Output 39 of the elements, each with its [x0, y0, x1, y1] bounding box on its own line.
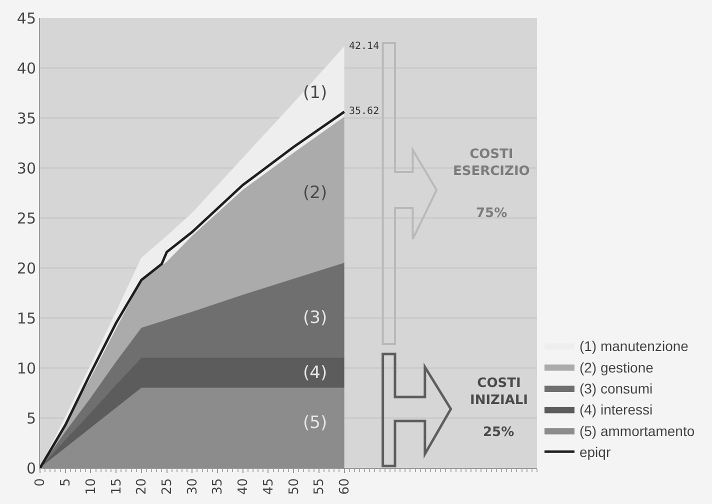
y-tick-label: 15: [16, 309, 36, 328]
x-tick-label: 55: [312, 478, 328, 495]
x-tick-label: 20: [134, 478, 150, 495]
y-tick-label: 40: [16, 59, 36, 78]
annotation: COSTI INIZIALI: [470, 376, 528, 408]
annotation: 35.62: [349, 106, 380, 117]
x-tick-label: 0: [33, 478, 48, 486]
y-tick-label: 10: [16, 359, 36, 378]
y-tick-label: 5: [26, 409, 36, 428]
x-tick-label: 10: [84, 478, 99, 495]
x-tick-label: 45: [261, 478, 276, 495]
annotation: 42.14: [349, 41, 380, 52]
legend-label: (2) gestione: [579, 359, 654, 376]
y-tick-label: 25: [16, 209, 36, 228]
y-tick-label: 35: [16, 109, 36, 128]
annotation: (1): [303, 83, 328, 103]
x-tick-label: 30: [185, 478, 200, 495]
annotation: 75%: [476, 206, 508, 221]
x-tick-label: 5: [58, 478, 74, 486]
annotation: (5): [303, 413, 328, 433]
legend-label: (3) consumi: [579, 380, 653, 396]
x-tick-label: 60: [338, 478, 353, 495]
x-tick-label: 25: [160, 478, 176, 495]
y-tick-label: 45: [16, 9, 36, 28]
legend-label: (1) manutenzione: [579, 338, 689, 354]
x-tick-label: 50: [286, 478, 302, 495]
y-tick-label: 30: [16, 159, 36, 178]
legend-label: epiqr: [579, 444, 611, 460]
annotation: (3): [303, 308, 328, 328]
annotation: COSTI ESERCIZIO: [453, 147, 530, 179]
annotation: (4): [303, 363, 328, 383]
legend-label: (5) ammortamento: [579, 422, 695, 439]
x-tick-label: 15: [109, 478, 124, 495]
y-tick-label: 20: [16, 259, 36, 278]
annotation: 25%: [483, 425, 514, 440]
legend-label: (4) interessi: [579, 402, 653, 418]
annotation: (2): [303, 183, 328, 203]
x-tick-label: 40: [236, 478, 252, 495]
x-tick-label: 35: [210, 478, 226, 495]
